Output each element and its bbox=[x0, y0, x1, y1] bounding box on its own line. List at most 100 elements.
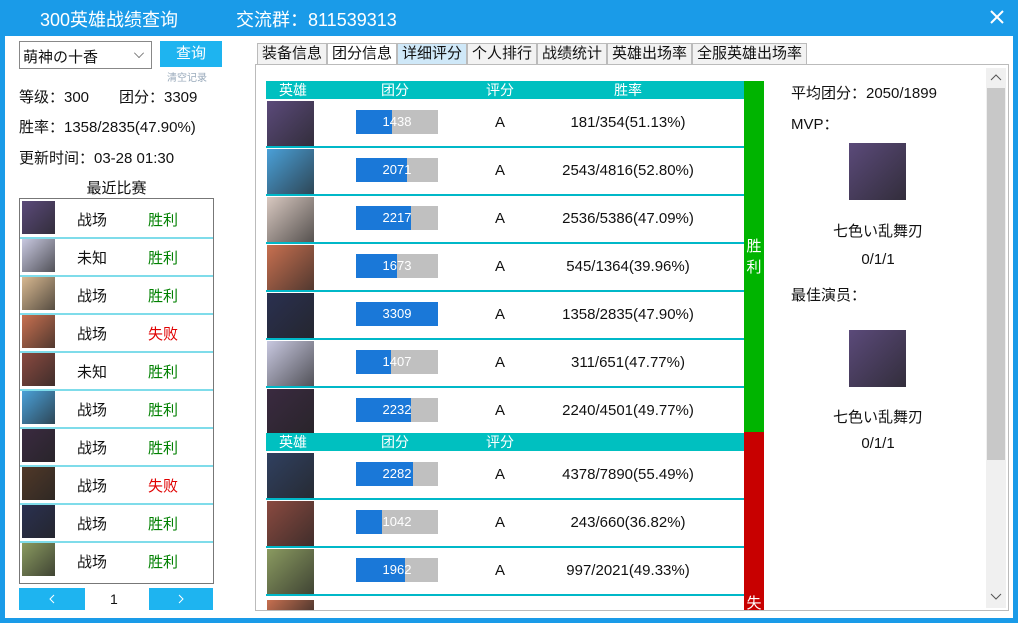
match-mode: 战场 bbox=[77, 402, 108, 419]
hero-avatar bbox=[22, 467, 55, 500]
hero-avatar bbox=[267, 501, 314, 546]
score-bar bbox=[356, 462, 413, 486]
score-bar bbox=[356, 110, 392, 134]
hero-win-rate: 243/660(36.82%) bbox=[570, 514, 686, 531]
close-button[interactable] bbox=[988, 8, 1006, 26]
hero-avatar bbox=[22, 353, 55, 386]
hero-avatar bbox=[267, 389, 314, 434]
row-divider bbox=[266, 290, 744, 292]
tab[interactable]: 装备信息 bbox=[257, 43, 327, 65]
team-score: 1673 bbox=[382, 258, 412, 273]
column-header: 团分 bbox=[381, 82, 409, 98]
scrollbar-thumb[interactable] bbox=[987, 88, 1005, 460]
win-rate: 胜率：1358/2835(47.90%) bbox=[19, 119, 196, 136]
prev-page[interactable] bbox=[19, 588, 85, 610]
column-header: 胜率 bbox=[614, 82, 642, 98]
tab[interactable]: 全服英雄出场率 bbox=[692, 43, 807, 65]
row-divider bbox=[266, 242, 744, 244]
row-divider bbox=[266, 194, 744, 196]
match-result: 失败 bbox=[148, 326, 179, 343]
column-header: 评分 bbox=[486, 434, 514, 450]
column-header: 评分 bbox=[486, 82, 514, 98]
match-result: 胜利 bbox=[148, 554, 179, 571]
row-divider bbox=[20, 503, 213, 505]
tab[interactable]: 战绩统计 bbox=[537, 43, 607, 65]
search-button[interactable]: 查询 bbox=[160, 41, 222, 67]
grade: A bbox=[494, 210, 505, 227]
tab[interactable]: 团分信息 bbox=[327, 43, 397, 65]
row-divider bbox=[266, 546, 744, 548]
column-header: 团分 bbox=[381, 434, 409, 450]
clear-link[interactable]: 清空记录 bbox=[167, 73, 207, 84]
row-divider bbox=[266, 338, 744, 340]
row-divider bbox=[20, 427, 213, 429]
grade: A bbox=[494, 114, 505, 131]
scroll-up[interactable] bbox=[986, 68, 1006, 86]
column-header: 英雄 bbox=[279, 434, 307, 450]
table-header bbox=[266, 433, 744, 451]
match-mode: 战场 bbox=[77, 554, 108, 571]
team-score: 3309 bbox=[382, 306, 412, 321]
row-divider bbox=[20, 313, 213, 315]
score-bar bbox=[356, 206, 411, 230]
row-divider bbox=[266, 146, 744, 148]
title: 300英雄战绩查询 bbox=[40, 10, 179, 30]
tab[interactable]: 个人排行 bbox=[467, 43, 537, 65]
hero-avatar bbox=[267, 245, 314, 290]
score-bar bbox=[356, 158, 408, 182]
average-score: 平均团分：2050/1899 bbox=[791, 85, 937, 102]
hero-avatar bbox=[22, 391, 55, 424]
hero-avatar bbox=[22, 315, 55, 348]
next-page[interactable] bbox=[149, 588, 213, 610]
grade: A bbox=[494, 402, 505, 419]
match-list bbox=[19, 198, 214, 584]
hero-avatar bbox=[267, 197, 314, 242]
team-score: 1042 bbox=[382, 514, 412, 529]
tab[interactable]: 详细评分 bbox=[397, 43, 467, 65]
grade: A bbox=[494, 162, 505, 179]
row-divider bbox=[266, 498, 744, 500]
client-area bbox=[5, 36, 1013, 618]
win-side-label: 胜利 bbox=[746, 238, 762, 276]
row-divider bbox=[20, 237, 213, 239]
hero-win-rate: 181/354(51.13%) bbox=[570, 114, 686, 131]
hero-avatar bbox=[267, 549, 314, 594]
match-mode: 战场 bbox=[77, 212, 108, 229]
loss-side-label: 失 bbox=[746, 595, 762, 610]
hero-avatar bbox=[267, 341, 314, 386]
team-score: 1438 bbox=[382, 114, 412, 129]
row-divider bbox=[266, 386, 744, 388]
team-score: 2071 bbox=[382, 162, 412, 177]
hero-avatar bbox=[267, 453, 314, 498]
hero-avatar bbox=[267, 293, 314, 338]
team-score: 2282 bbox=[382, 466, 412, 481]
grade: A bbox=[494, 514, 505, 531]
tab[interactable]: 英雄出场率 bbox=[607, 43, 692, 65]
team-score: 1407 bbox=[382, 354, 412, 369]
match-result: 胜利 bbox=[148, 364, 179, 381]
hero-win-rate: 2543/4816(52.80%) bbox=[562, 162, 694, 179]
panel bbox=[255, 64, 1009, 611]
hero-avatar bbox=[22, 201, 55, 234]
mvp-name: 七色い乱舞刃 bbox=[832, 223, 923, 240]
player-select[interactable]: 萌神の十香 bbox=[19, 41, 152, 69]
match-result: 胜利 bbox=[148, 212, 179, 229]
hero-avatar bbox=[22, 505, 55, 538]
row-divider bbox=[20, 541, 213, 543]
match-result: 胜利 bbox=[148, 402, 179, 419]
match-result: 胜利 bbox=[148, 250, 179, 267]
hero-avatar bbox=[267, 101, 314, 146]
hero-avatar bbox=[22, 239, 55, 272]
mvp-label: MVP： bbox=[791, 116, 839, 133]
match-mode: 战场 bbox=[77, 288, 108, 305]
score-bar bbox=[356, 302, 438, 326]
row-divider bbox=[266, 594, 744, 596]
match-mode: 战场 bbox=[77, 440, 108, 457]
scroll-down[interactable] bbox=[986, 588, 1006, 606]
row-divider bbox=[20, 389, 213, 391]
hero-win-rate: 997/2021(49.33%) bbox=[566, 562, 690, 579]
hero-avatar bbox=[267, 149, 314, 194]
grade: A bbox=[494, 354, 505, 371]
group-info: 交流群：811539313 bbox=[236, 10, 397, 30]
